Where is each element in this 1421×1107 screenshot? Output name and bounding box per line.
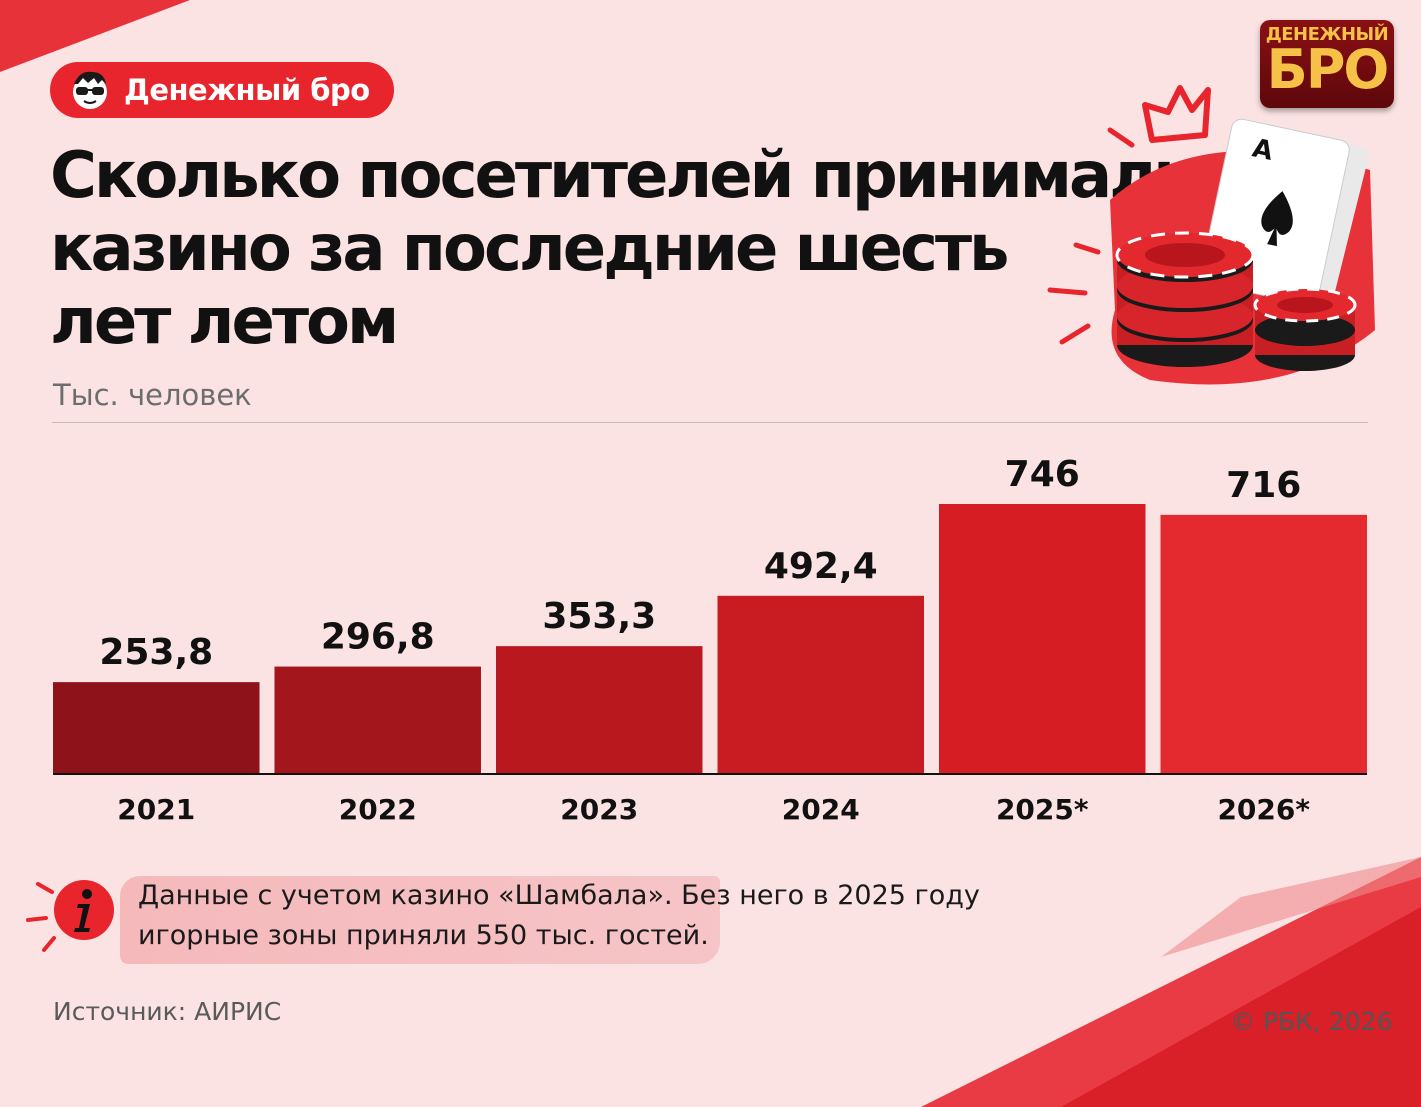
info-icon [26,880,114,952]
note-text: Данные с учетом казино «Шамбала». Без не… [138,876,998,956]
logo-bottom-text: БРО [1266,38,1390,101]
logo-top-text: ДЕНЕЖНЫЙ [1265,24,1389,45]
category-label: 2023 [560,793,638,826]
bar-2022 [274,666,481,774]
value-label: 296,8 [321,617,435,658]
value-label: 492,4 [764,546,878,587]
page-title: Сколько посетителей принимали казино за … [50,139,1198,359]
crown-icon [1142,85,1211,143]
note-line: Данные с учетом казино «Шамбала». Без не… [138,880,980,911]
bar-2024 [717,595,924,774]
title-line: казино за последние шесть [50,212,1010,286]
value-label: 746 [1005,454,1080,495]
category-label: 2022 [339,793,417,826]
category-label: 2025* [996,793,1089,826]
bar-2026 [1160,514,1367,774]
brand-logo: ДЕНЕЖНЫЙ БРО [1260,20,1394,108]
title-line: Сколько посетителей принимали [50,139,1198,213]
value-label: 353,3 [542,596,656,637]
category-label: 2026* [1217,793,1310,826]
source-label: Источник: АИРИС [53,997,282,1026]
category-label: 2024 [782,793,860,826]
divider [52,422,1368,423]
poker-chips-icon [1115,231,1357,371]
value-label: 716 [1226,465,1301,506]
title-line: лет летом [50,285,399,359]
burst-lines-icon [1047,127,1135,345]
note-highlight [120,876,720,964]
bar-chart: 253,8 2021 296,8 2022 353,3 2023 492,4 2024 746 2… [53,454,1367,826]
badge-label: Денежный бро [124,73,370,107]
copyright-label: © РБК, 2026 [1230,1007,1393,1036]
brand-badge: Денежный бро [50,62,394,118]
unit-label: Тыс. человек [53,378,252,412]
note-line: игорные зоны приняли 550 тыс. гостей. [138,920,709,951]
value-label: 253,8 [99,632,213,673]
bar-2021 [53,682,260,774]
category-label: 2021 [117,793,195,826]
bar-2023 [496,646,703,774]
bro-face-icon [73,71,107,109]
casino-illustration: A [1047,85,1375,385]
bar-2025 [939,504,1146,774]
